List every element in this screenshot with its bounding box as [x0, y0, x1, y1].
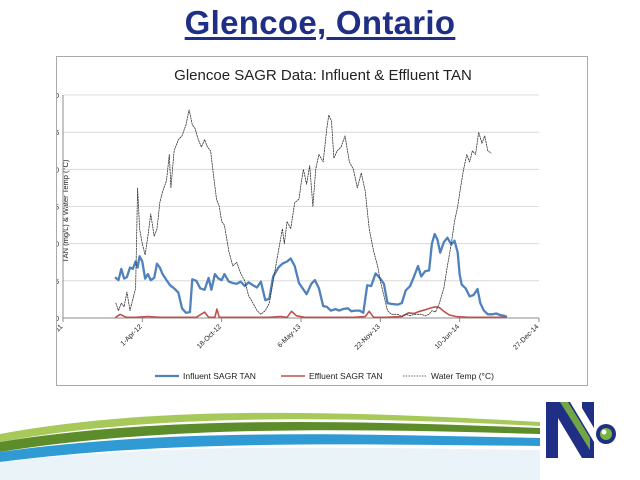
y-tick-label-15: 15	[57, 205, 59, 212]
legend: Influent SAGR TAN Effluent SAGR TAN Water …	[155, 371, 494, 381]
x-tick-label-3: 6-May-13	[277, 323, 303, 349]
chart-svg: Glencoe SAGR Data: Influent & Effluent T…	[57, 67, 540, 381]
x-tick-label-2: 18-Oct-12	[196, 323, 223, 350]
y-tick-label-25: 25	[57, 130, 59, 137]
y-tick-label-5: 5	[57, 279, 59, 286]
nk-logo-icon	[546, 402, 616, 458]
x-tick-label-0: 14-Sep-11	[57, 323, 64, 351]
x-tick-label-5: 10-Jun-14	[434, 323, 461, 350]
x-tick-label-1: 1-Apr-12	[120, 323, 144, 347]
swoosh-green	[0, 421, 540, 452]
slide-title: Glencoe, Ontario	[184, 4, 456, 41]
series-line-2	[115, 109, 492, 317]
y-axis-label: TAN (mg/L) & Water Temp (°C)	[61, 159, 70, 262]
y-tick-label-20: 20	[57, 167, 59, 174]
series-layer	[114, 109, 508, 319]
swoosh-pale	[0, 447, 540, 480]
series-line-1	[115, 306, 507, 319]
legend-label-0: Influent SAGR TAN	[183, 371, 256, 381]
x-tick-label-6: 27-Dec-14	[512, 323, 540, 351]
series-line-0	[114, 232, 508, 318]
x-tick-label-4: 22-Nov-13	[354, 323, 382, 351]
swoosh-blue	[0, 434, 540, 462]
chart-title: Glencoe SAGR Data: Influent & Effluent T…	[174, 67, 472, 84]
chart-frame: Glencoe SAGR Data: Influent & Effluent T…	[56, 56, 588, 386]
y-tick-label-10: 10	[57, 242, 59, 249]
swoosh-light-green	[0, 412, 540, 442]
legend-label-2: Water Temp (°C)	[431, 371, 494, 381]
legend-label-1: Effluent SAGR TAN	[309, 371, 383, 381]
y-tick-label-30: 30	[57, 93, 59, 100]
footer-swoosh	[0, 412, 540, 480]
y-tick-label-0: 0	[57, 316, 59, 323]
